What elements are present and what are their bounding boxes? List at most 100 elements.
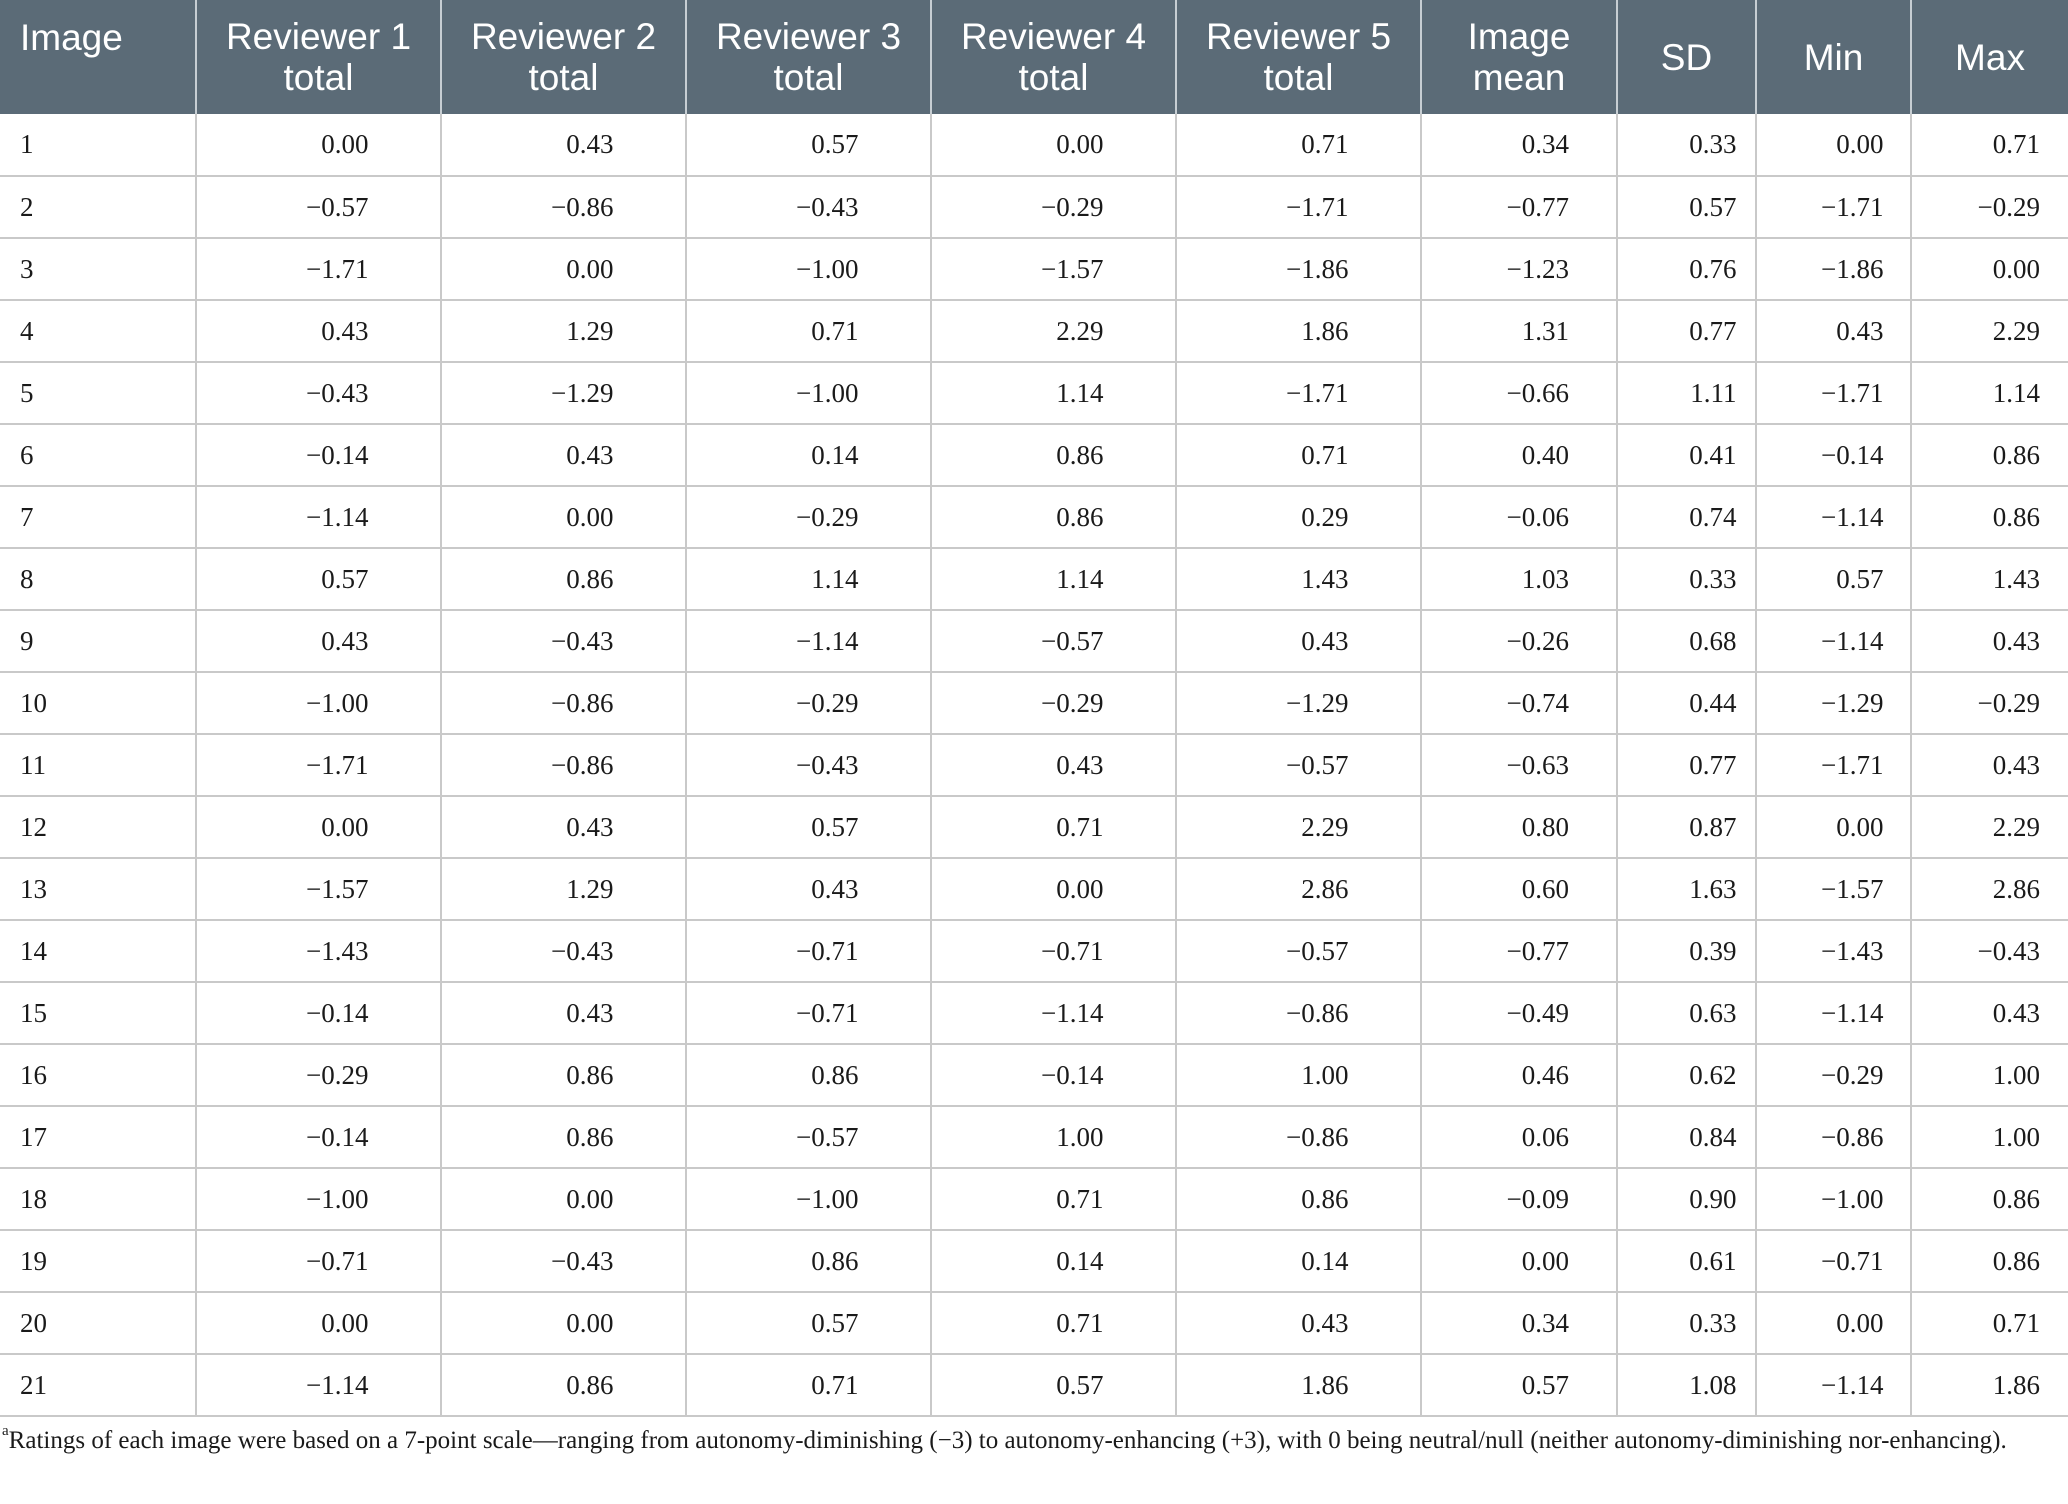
cell-value: 0.43: [1056, 749, 1104, 780]
cell-reviewer-2-total: −0.43: [441, 920, 687, 983]
cell-value: −1.00: [1821, 1183, 1884, 1214]
table-row: 21 −1.14 0.86 0.71 0.57 1.86 0.57 1.08 −1.14 1.86: [0, 1354, 2068, 1417]
cell-max: 1.00: [1911, 1044, 2068, 1107]
cell-reviewer-1-total: −0.14: [196, 424, 442, 487]
cell-reviewer-3-total: 0.57: [686, 114, 932, 177]
cell-image-mean: 0.60: [1421, 858, 1618, 921]
cell-reviewer-3-total: −0.57: [686, 1106, 932, 1169]
cell-reviewer-1-total: 0.57: [196, 548, 442, 611]
cell-image-mean: −0.06: [1421, 486, 1618, 549]
cell-value: 1.14: [1992, 377, 2040, 408]
cell-reviewer-1-total: 0.00: [196, 796, 442, 859]
cell-value: 0.33: [1689, 129, 1737, 159]
cell-value: −1.14: [1821, 1369, 1884, 1400]
cell-value: 0.86: [1992, 439, 2040, 470]
cell-max: 2.86: [1911, 858, 2068, 921]
table-row: 10 −1.00 −0.86 −0.29 −0.29 −1.29 −0.74 0.44 −1.2…: [0, 672, 2068, 735]
cell-value: −0.74: [1506, 687, 1569, 718]
cell-value: 0.43: [321, 315, 369, 346]
cell-reviewer-2-total: −0.86: [441, 176, 687, 239]
cell-image: 11: [0, 734, 197, 797]
cell-reviewer-4-total: −1.14: [931, 982, 1177, 1045]
cell-reviewer-5-total: 1.86: [1176, 300, 1422, 363]
cell-value: 0.43: [1301, 625, 1349, 656]
cell-max: 0.00: [1911, 238, 2068, 301]
cell-value: 0.86: [1301, 1183, 1349, 1214]
column-header-image-mean: Image mean: [1421, 0, 1618, 114]
cell-reviewer-2-total: 1.29: [441, 858, 687, 921]
cell-reviewer-3-total: 0.14: [686, 424, 932, 487]
cell-sd: 0.90: [1617, 1168, 1757, 1231]
cell-value: −1.00: [796, 253, 859, 284]
cell-value: 0.86: [1992, 501, 2040, 532]
cell-reviewer-4-total: −0.29: [931, 176, 1177, 239]
cell-value: −0.43: [551, 935, 614, 966]
cell-max: 0.86: [1911, 1230, 2068, 1293]
cell-value: 0.43: [321, 625, 369, 656]
cell-reviewer-3-total: −0.29: [686, 672, 932, 735]
cell-min: −0.14: [1756, 424, 1912, 487]
cell-value: −0.77: [1506, 935, 1569, 966]
cell-reviewer-1-total: −1.14: [196, 1354, 442, 1417]
table-footnote: aRatings of each image were based on a 7…: [0, 1424, 2042, 1458]
column-header-max: Max: [1911, 0, 2068, 114]
cell-reviewer-3-total: 0.71: [686, 1354, 932, 1417]
cell-reviewer-3-total: −1.00: [686, 362, 932, 425]
cell-reviewer-2-total: 0.00: [441, 1292, 687, 1355]
cell-max: 2.29: [1911, 796, 2068, 859]
cell-value: −1.29: [1286, 687, 1349, 718]
cell-reviewer-2-total: −0.86: [441, 672, 687, 735]
cell-value: −1.57: [1821, 873, 1884, 904]
cell-reviewer-1-total: −1.00: [196, 1168, 442, 1231]
cell-value: 0.60: [1521, 873, 1569, 904]
cell-min: −0.71: [1756, 1230, 1912, 1293]
cell-reviewer-2-total: 0.86: [441, 1044, 687, 1107]
cell-max: 0.71: [1911, 114, 2068, 177]
cell-image: 7: [0, 486, 197, 549]
cell-image-mean: −1.23: [1421, 238, 1618, 301]
cell-value: −0.71: [306, 1245, 369, 1276]
cell-value: 0.43: [566, 129, 614, 159]
cell-value: 0.43: [1992, 749, 2040, 780]
table-row: 13 −1.57 1.29 0.43 0.00 2.86 0.60 1.63 −1.57 2.86: [0, 858, 2068, 921]
cell-reviewer-3-total: −0.43: [686, 176, 932, 239]
cell-reviewer-5-total: 2.29: [1176, 796, 1422, 859]
cell-reviewer-1-total: 0.00: [196, 1292, 442, 1355]
cell-reviewer-3-total: 0.71: [686, 300, 932, 363]
cell-value: −1.29: [1821, 687, 1884, 718]
cell-value: 0.00: [566, 1183, 614, 1214]
cell-value: 2.29: [1992, 315, 2040, 346]
cell-value: −1.71: [1821, 377, 1884, 408]
cell-value: −0.29: [1977, 687, 2040, 718]
cell-value: 0.43: [1836, 315, 1884, 346]
cell-reviewer-1-total: −1.14: [196, 486, 442, 549]
cell-value: −1.14: [306, 1369, 369, 1400]
cell-value: 1.29: [566, 873, 614, 904]
column-header-line: total: [528, 57, 599, 98]
cell-min: −1.00: [1756, 1168, 1912, 1231]
cell-sd: 1.08: [1617, 1354, 1757, 1417]
cell-image-mean: −0.63: [1421, 734, 1618, 797]
cell-max: 1.86: [1911, 1354, 2068, 1417]
cell-value: −1.43: [306, 935, 369, 966]
cell-image-mean: −0.66: [1421, 362, 1618, 425]
cell-value: 1.29: [566, 315, 614, 346]
cell-reviewer-5-total: −1.71: [1176, 176, 1422, 239]
cell-value: −1.14: [1821, 997, 1884, 1028]
cell-sd: 0.61: [1617, 1230, 1757, 1293]
cell-reviewer-4-total: 0.86: [931, 424, 1177, 487]
cell-value: −0.86: [551, 749, 614, 780]
cell-reviewer-4-total: 0.71: [931, 1292, 1177, 1355]
cell-image: 12: [0, 796, 197, 859]
cell-min: −0.86: [1756, 1106, 1912, 1169]
cell-reviewer-1-total: 0.43: [196, 610, 442, 673]
cell-reviewer-4-total: −1.57: [931, 238, 1177, 301]
cell-image: 14: [0, 920, 197, 983]
cell-reviewer-3-total: 0.86: [686, 1044, 932, 1107]
cell-image: 9: [0, 610, 197, 673]
cell-value: 0.86: [566, 1121, 614, 1152]
cell-image: 4: [0, 300, 197, 363]
cell-value: 0.46: [1521, 1059, 1569, 1090]
table-row: 1 0.00 0.43 0.57 0.00 0.71 0.34 0.33 0.00 0.71: [0, 114, 2068, 177]
cell-value: −1.00: [796, 377, 859, 408]
